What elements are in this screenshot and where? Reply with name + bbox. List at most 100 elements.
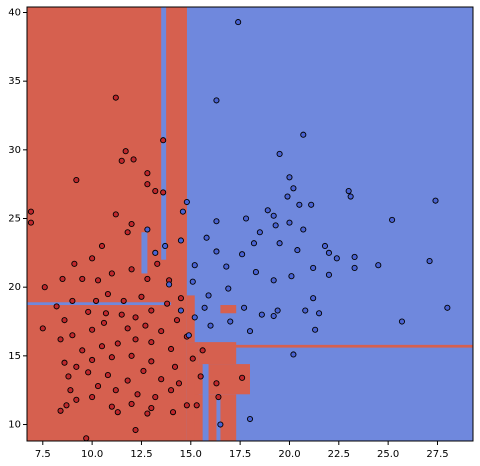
point: [310, 264, 317, 271]
point: [310, 295, 317, 302]
point: [164, 300, 171, 307]
decision-region: [198, 342, 237, 365]
point: [246, 415, 254, 423]
decision-region: [190, 344, 473, 348]
decision-region: [220, 305, 237, 314]
point: [57, 407, 64, 414]
x-tick-label: 12.5: [130, 449, 152, 460]
point: [93, 297, 100, 304]
point: [302, 307, 309, 314]
point: [152, 187, 159, 195]
point: [130, 156, 137, 163]
point: [85, 308, 92, 315]
point: [225, 285, 232, 292]
point: [73, 396, 80, 403]
axes-frame: [26, 6, 474, 442]
point: [27, 219, 34, 226]
point: [241, 304, 248, 311]
point: [98, 343, 106, 350]
point: [89, 356, 96, 364]
point: [351, 253, 358, 261]
point: [177, 237, 184, 244]
point: [102, 310, 109, 317]
point: [300, 226, 307, 233]
point: [272, 222, 279, 229]
point: [144, 226, 151, 233]
point: [122, 148, 129, 155]
point: [142, 322, 149, 329]
decision-region: [27, 302, 172, 306]
point: [144, 410, 151, 417]
point: [175, 380, 183, 387]
point: [168, 387, 175, 394]
point: [144, 181, 151, 188]
point: [108, 403, 115, 410]
point: [432, 197, 439, 204]
point: [179, 208, 186, 215]
point: [426, 258, 433, 265]
point: [325, 249, 332, 256]
point: [347, 193, 354, 200]
point: [73, 177, 80, 184]
decision-region: [186, 295, 195, 343]
point: [288, 273, 295, 280]
point: [201, 304, 208, 311]
point: [270, 212, 277, 219]
point: [189, 355, 196, 362]
point: [162, 242, 169, 250]
point: [316, 310, 323, 317]
point: [65, 373, 72, 380]
point: [89, 326, 96, 333]
y-tick-label: 40: [8, 7, 21, 18]
point: [53, 303, 60, 310]
point: [284, 193, 291, 200]
point: [41, 284, 48, 291]
point: [398, 318, 406, 325]
point: [351, 264, 358, 271]
point: [144, 275, 151, 282]
point: [61, 359, 68, 366]
point: [128, 220, 135, 228]
y-tick-label: 10: [8, 420, 21, 431]
point: [152, 394, 159, 401]
point: [67, 387, 74, 394]
point: [57, 336, 64, 343]
point: [132, 426, 139, 434]
point: [213, 97, 220, 104]
point: [79, 275, 86, 282]
point: [73, 363, 80, 370]
point: [300, 131, 307, 138]
point: [158, 376, 165, 383]
point: [239, 374, 246, 381]
y-tick-label: 25: [8, 214, 21, 225]
point: [158, 328, 165, 335]
point: [128, 352, 135, 359]
y-tick-label: 15: [8, 351, 21, 362]
point: [312, 326, 319, 333]
point: [294, 247, 301, 254]
x-tick-label: 7.5: [35, 449, 51, 460]
point: [124, 229, 131, 236]
point: [154, 260, 161, 267]
point: [256, 229, 263, 236]
point: [112, 94, 119, 101]
point: [239, 251, 246, 258]
point: [85, 369, 92, 376]
point: [27, 208, 34, 215]
point: [124, 325, 131, 332]
point: [63, 402, 70, 409]
x-tick-label: 25.0: [377, 449, 399, 460]
point: [71, 260, 78, 267]
point: [375, 262, 382, 269]
point: [94, 383, 102, 390]
point: [79, 347, 86, 354]
point: [246, 328, 254, 335]
point: [286, 174, 293, 181]
point: [444, 304, 451, 311]
point: [148, 358, 155, 365]
point: [128, 400, 135, 407]
decision-region: [27, 7, 187, 441]
point: [227, 318, 234, 325]
point: [290, 185, 297, 192]
